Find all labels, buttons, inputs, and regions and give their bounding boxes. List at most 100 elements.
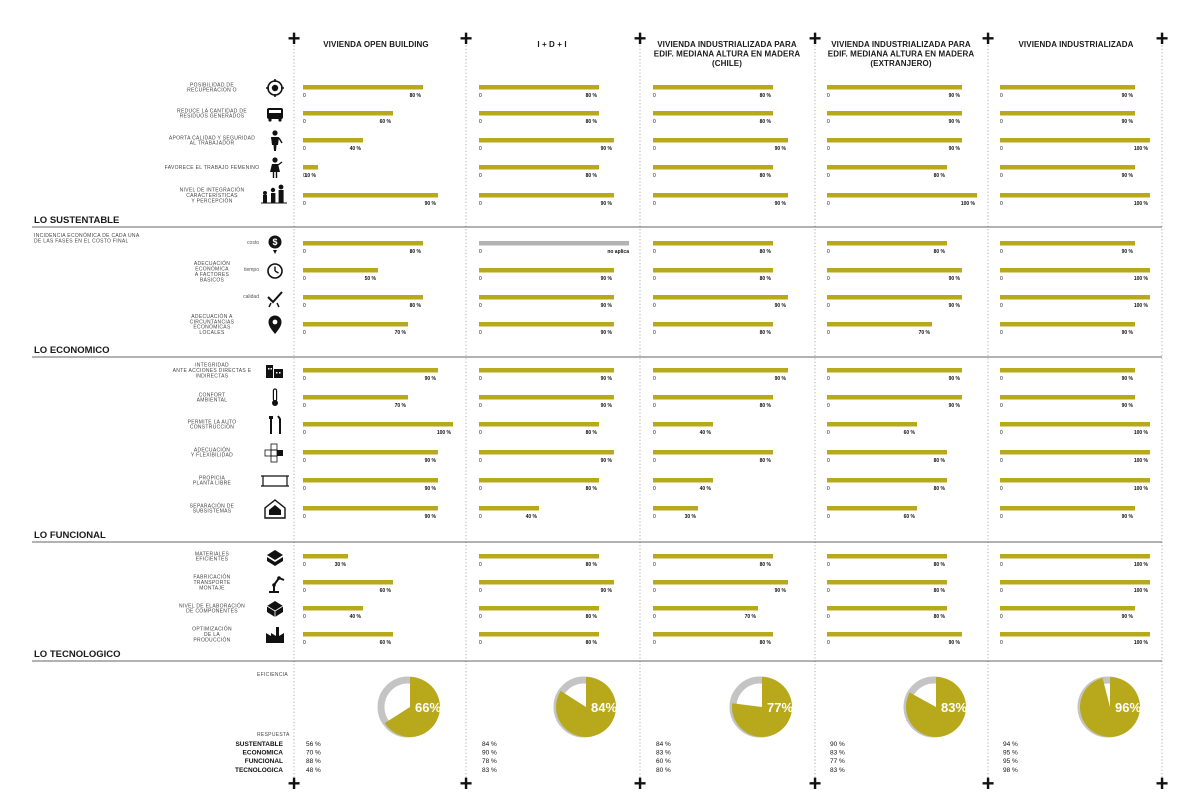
response-value-2-0: 84 %	[656, 741, 671, 748]
container-icon-part	[278, 118, 282, 122]
value-label-3-0-1: 80 %	[586, 562, 598, 568]
bar-3-3-0	[303, 632, 393, 637]
donut-value-0: 66%	[415, 700, 441, 715]
value-label-0-3-2: 80 %	[760, 173, 772, 179]
thermometer-icon	[272, 388, 278, 406]
value-label-0-4-4: 100 %	[1134, 201, 1149, 207]
value-label-3-1-2: 90 %	[775, 588, 787, 594]
worker-icon-part	[272, 130, 278, 136]
na-label-1-0-1: no aplica	[607, 249, 629, 255]
value-label-2-1-4: 90 %	[1122, 403, 1134, 409]
plus-mark-top-4: +	[982, 26, 995, 51]
zero-label-0-3-2: 0	[653, 173, 656, 179]
zero-label-1-1-4: 0	[1000, 276, 1003, 282]
container-icon-part	[269, 110, 281, 113]
flexibility-icon	[264, 443, 283, 463]
value-label-0-2-4: 100 %	[1134, 146, 1149, 152]
criterion-label-2-2: PERMITE LA AUTO CONSTRUCCIÓN	[188, 419, 237, 430]
zero-label-1-3-4: 0	[1000, 330, 1003, 336]
plus-mark-bottom-4: +	[982, 771, 995, 796]
zero-label-1-1-3: 0	[827, 276, 830, 282]
zero-label-2-2-0: 0	[303, 430, 306, 436]
materials-icon-part	[267, 557, 283, 566]
bar-3-0-0	[303, 554, 348, 559]
bar-0-0-3	[827, 85, 962, 90]
value-label-1-3-2: 80 %	[760, 330, 772, 336]
value-label-3-2-3: 80 %	[934, 614, 946, 620]
bar-2-1-3	[827, 395, 962, 400]
donut-slice-2	[732, 677, 793, 738]
zero-label-0-2-4: 0	[1000, 146, 1003, 152]
zero-label-2-0-0: 0	[303, 376, 306, 382]
bar-3-1-2	[653, 580, 788, 585]
woman-worker-icon-part	[272, 172, 278, 178]
value-label-2-5-2: 30 %	[685, 514, 697, 520]
criterion-label-3-0: MATERIALES EFICIENTES	[195, 551, 230, 562]
clock-icon-part	[267, 263, 283, 279]
bar-2-1-2	[653, 395, 773, 400]
value-label-3-1-4: 100 %	[1134, 588, 1149, 594]
bar-0-2-1	[479, 138, 614, 143]
bar-0-3-1	[479, 165, 599, 170]
zero-label-1-0-2: 0	[653, 249, 656, 255]
zero-label-2-4-0: 0	[303, 486, 306, 492]
criterion-sublabel-1-0: costo	[247, 240, 259, 246]
zero-label-3-0-4: 0	[1000, 562, 1003, 568]
zero-label-3-1-0: 0	[303, 588, 306, 594]
value-label-2-3-4: 100 %	[1134, 458, 1149, 464]
response-value-1-1: 90 %	[482, 750, 497, 757]
criterion-sublabel-1-1: tiempo	[244, 267, 259, 273]
brick-icon	[266, 601, 284, 617]
donut-slice-4	[1080, 677, 1140, 737]
bar-3-1-4	[1000, 580, 1150, 585]
value-label-0-2-1: 90 %	[601, 146, 613, 152]
value-label-2-3-2: 80 %	[760, 458, 772, 464]
response-value-4-2: 95 %	[1003, 758, 1018, 765]
value-label-3-3-1: 80 %	[586, 640, 598, 646]
money-icon-glyph: $	[272, 237, 277, 247]
value-label-1-2-4: 100 %	[1134, 303, 1149, 309]
value-label-3-2-2: 70 %	[745, 614, 757, 620]
bar-0-2-4	[1000, 138, 1150, 143]
value-label-3-3-3: 90 %	[949, 640, 961, 646]
value-label-2-0-4: 90 %	[1122, 376, 1134, 382]
location-icon-part	[268, 315, 282, 334]
materials-icon-part	[267, 550, 283, 560]
section-title-2: LO FUNCIONAL	[34, 530, 106, 541]
value-label-2-0-3: 90 %	[949, 376, 961, 382]
zero-label-1-2-3: 0	[827, 303, 830, 309]
value-label-1-0-4: 90 %	[1122, 249, 1134, 255]
zero-label-1-2-4: 0	[1000, 303, 1003, 309]
column-header-4: VIVIENDA INDUSTRIALIZADA	[1019, 40, 1134, 49]
flexibility-icon-part	[270, 443, 278, 451]
bar-0-3-0	[303, 165, 318, 170]
thermometer-icon-part	[272, 400, 278, 406]
zero-label-2-5-0: 0	[303, 514, 306, 520]
zero-label-0-4-1: 0	[479, 201, 482, 207]
criterion-label-1-3: ADECUACIÓN A CIRCUNTANCIAS ECONÓMICAS LOCAL…	[190, 313, 235, 336]
bar-2-0-4	[1000, 368, 1135, 373]
bar-1-3-3	[827, 322, 932, 327]
value-label-0-3-1: 80 %	[586, 173, 598, 179]
value-label-0-3-0: 10 %	[305, 173, 317, 179]
response-label: RESPUESTA	[257, 732, 290, 738]
worker-icon-part	[278, 137, 283, 144]
zero-label-3-1-2: 0	[653, 588, 656, 594]
value-label-3-3-2: 80 %	[760, 640, 772, 646]
zero-label-0-2-3: 0	[827, 146, 830, 152]
value-label-0-4-2: 90 %	[775, 201, 787, 207]
bar-3-3-4	[1000, 632, 1150, 637]
container-icon	[267, 108, 283, 122]
value-label-3-2-1: 80 %	[586, 614, 598, 620]
value-label-2-2-4: 100 %	[1134, 430, 1149, 436]
zero-label-2-5-2: 0	[653, 514, 656, 520]
bar-2-3-3	[827, 450, 947, 455]
zero-label-0-3-3: 0	[827, 173, 830, 179]
value-label-2-5-3: 60 %	[904, 514, 916, 520]
money-icon: $	[268, 235, 282, 254]
brick-icon-part	[267, 601, 283, 617]
zero-label-0-4-4: 0	[1000, 201, 1003, 207]
bar-2-5-1	[479, 506, 539, 511]
zero-label-1-2-2: 0	[653, 303, 656, 309]
family-icon-part	[263, 195, 267, 203]
